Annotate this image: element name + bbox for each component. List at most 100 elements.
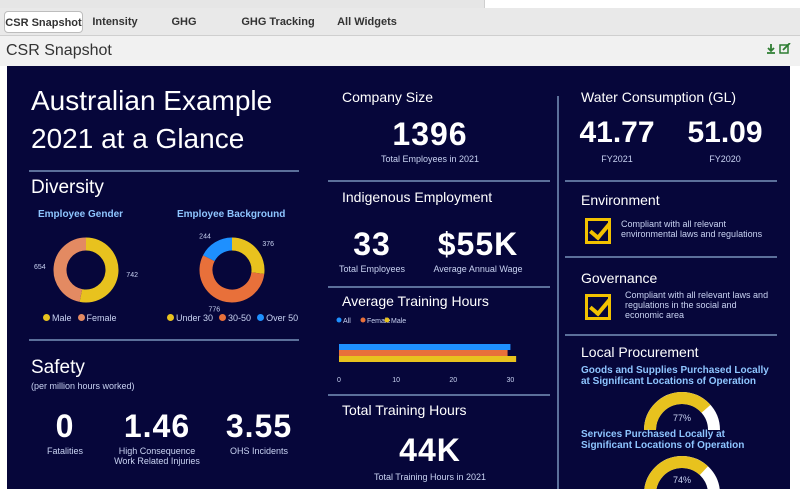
company-size-label: Total Employees in 2021 (380, 154, 480, 164)
divider (29, 170, 299, 172)
divider (565, 334, 777, 336)
tab-ghg-tracking[interactable]: GHG Tracking (161, 16, 206, 50)
legend-swatch-female (360, 317, 366, 323)
previous-tab-row (0, 0, 485, 8)
indigenous-employees-value: 33 (353, 226, 391, 262)
procurement-services-value: 74% (672, 475, 691, 485)
total-training-value: 44K (399, 432, 461, 468)
edit-export-icon[interactable] (779, 42, 791, 54)
donut-slice-over50 (203, 237, 233, 262)
water-fy2020-value: 51.09 (687, 116, 763, 149)
legend-label-under30: Under 30 (176, 313, 214, 323)
divider (565, 180, 777, 182)
download-icon[interactable] (767, 44, 775, 54)
tab-bar: CSR Snapshot Intensity GHG Tracking GHG … (0, 8, 800, 50)
divider (565, 256, 777, 258)
legend-label-all: All (343, 318, 351, 325)
indigenous-wage-label: Average Annual Wage (433, 264, 523, 274)
procurement-goods-value: 77% (672, 413, 691, 423)
diversity-title: Diversity (31, 177, 104, 198)
tab-ghg-tracking-chart[interactable]: GHG Tracking Chart (241, 16, 315, 50)
donut-label-over50: 244 (199, 233, 211, 240)
training-title: Average Training Hours (342, 293, 489, 309)
ohs-value: 3.55 (225, 408, 293, 444)
tab-intensity[interactable]: Intensity (92, 16, 138, 28)
checkbox-icon (585, 294, 611, 320)
hci-value: 1.46 (123, 408, 191, 444)
donut-label-male: 742 (126, 272, 138, 279)
divider (328, 286, 550, 288)
donut-label-female: 654 (34, 264, 46, 271)
procurement-goods-gauge (644, 392, 720, 431)
indigenous-wage-value: $55K (437, 226, 519, 262)
legend-label-30-50: 30-50 (228, 313, 252, 323)
fatalities-value: 0 (55, 408, 75, 444)
water-fy2021-value: 41.77 (579, 116, 655, 149)
legend-label-over50: Over 50 (266, 313, 299, 323)
tab-all-widgets[interactable]: All Widgets (337, 16, 397, 28)
donut-label-30-50: 776 (208, 307, 220, 314)
fatalities-label: Fatalities (46, 446, 83, 456)
training-bar-chart: All Female Male 0 10 20 30 (336, 317, 517, 384)
legend-label-female: Female (367, 318, 390, 325)
water-title: Water Consumption (GL) (581, 89, 737, 105)
divider (328, 180, 550, 182)
donut-label-under30: 376 (262, 241, 274, 248)
x-tick-label: 20 (449, 377, 457, 384)
x-tick-label: 30 (507, 377, 515, 384)
legend-label-male: Male (52, 313, 72, 323)
legend-swatch-30-50 (219, 314, 227, 321)
training-bar-all (339, 344, 511, 350)
dashboard-title-line1: Australian Example (31, 85, 273, 116)
top-strip (0, 0, 800, 8)
checkbox-icon (585, 218, 611, 244)
tab-csr-snapshot[interactable]: CSR Snapshot (4, 11, 83, 33)
legend-label-male: Male (391, 318, 406, 325)
training-bar-female (339, 350, 508, 356)
company-size-title: Company Size (342, 89, 434, 105)
procurement-goods-label: Goods and Supplies Purchased Locally at … (581, 365, 769, 387)
legend-swatch-female (77, 314, 85, 321)
column-divider (557, 96, 559, 489)
legend-label-female: Female (86, 313, 117, 323)
water-fy2021-label: FY2021 (601, 154, 633, 164)
indigenous-employees-label: Total Employees (338, 264, 406, 274)
legend-swatch-all (336, 317, 342, 323)
donut-slice-female (53, 237, 87, 302)
gender-chart-title: Employee Gender (38, 209, 124, 220)
environment-text: Compliant with all relevant environmenta… (621, 219, 763, 239)
x-tick-label: 10 (392, 377, 400, 384)
panel-header: CSR Snapshot (0, 36, 800, 66)
safety-title: Safety (31, 357, 85, 378)
donut-slice-under30 (231, 237, 265, 274)
legend-swatch-male (43, 314, 50, 321)
total-training-title: Total Training Hours (342, 402, 467, 418)
ohs-label: OHS Incidents (229, 446, 289, 456)
donut-slice-male (79, 237, 119, 303)
water-fy2020-label: FY2020 (709, 154, 741, 164)
environment-title: Environment (581, 192, 660, 208)
background-chart-title: Employee Background (177, 209, 286, 220)
donut-slice-30-50 (199, 255, 265, 303)
panel-actions (766, 42, 792, 58)
gender-donut-chart: 742 654 (34, 237, 138, 303)
procurement-title: Local Procurement (581, 344, 699, 360)
divider (29, 339, 299, 341)
hci-label: High Consequence Work Related Injuries (114, 446, 200, 466)
panel-title: CSR Snapshot (6, 42, 112, 59)
divider (328, 394, 550, 396)
procurement-services-label: Services Purchased Locally at Significan… (581, 429, 745, 451)
company-size-value: 1396 (392, 116, 468, 152)
safety-subtitle: (per million hours worked) (31, 381, 135, 391)
legend-swatch-over50 (257, 314, 265, 321)
dashboard-title-line2: 2021 at a Glance (31, 123, 245, 154)
x-tick-label: 0 (337, 377, 341, 384)
csr-dashboard: Australian Example 2021 at a Glance Dive… (7, 66, 790, 489)
gender-legend: Male Female (37, 313, 117, 323)
legend-swatch-under30 (167, 314, 174, 321)
indigenous-title: Indigenous Employment (342, 189, 493, 205)
background-legend: Under 30 30-50 Over 50 (161, 313, 298, 323)
procurement-services-gauge (644, 456, 720, 489)
background-donut-chart: 376 776 244 (199, 233, 274, 314)
governance-text: Compliant with all relevant laws and reg… (625, 290, 769, 320)
